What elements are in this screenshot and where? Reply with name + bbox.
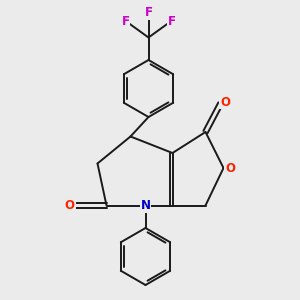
Text: N: N xyxy=(140,199,151,212)
Text: O: O xyxy=(64,199,75,212)
Text: F: F xyxy=(122,15,129,28)
Text: O: O xyxy=(220,95,230,109)
Text: F: F xyxy=(145,6,152,20)
Text: O: O xyxy=(225,161,235,175)
Text: F: F xyxy=(168,15,176,28)
